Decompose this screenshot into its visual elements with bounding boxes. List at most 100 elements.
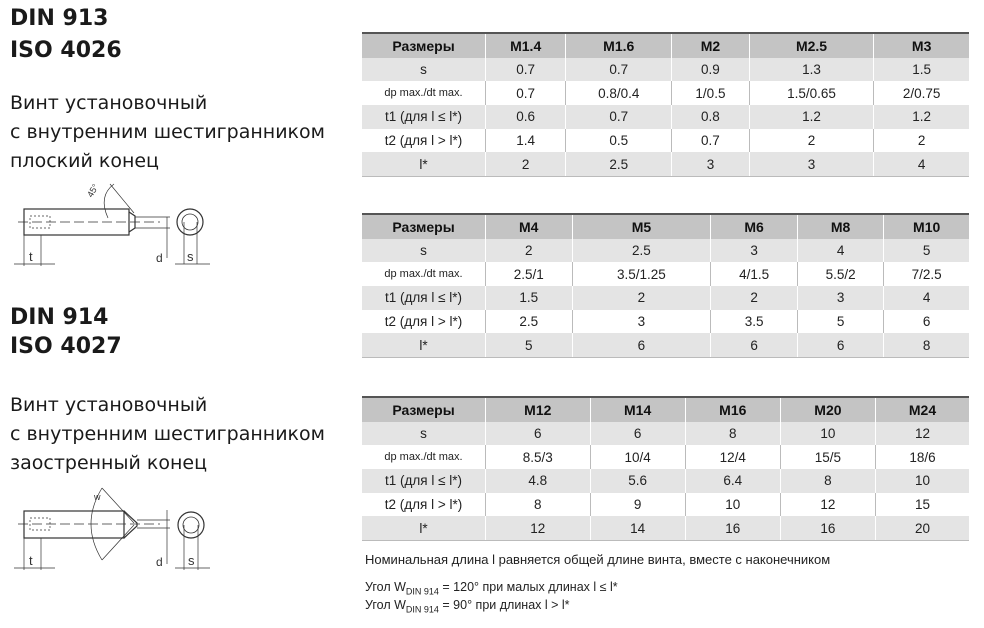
din913-description: Винт установочный с внутренним шестигран… (10, 89, 325, 176)
row-label: s (362, 238, 486, 263)
table-cell: 1.2 (748, 105, 874, 129)
desc-line: плоский конец (10, 150, 159, 172)
iso4027-title: ISO 4027 (10, 334, 122, 359)
table-cell: 8 (883, 333, 969, 359)
table-cell: 2.5 (565, 152, 672, 178)
table-cell: 3 (710, 238, 798, 263)
table-cell: 0.7 (484, 57, 566, 82)
row-label: Размеры (362, 213, 486, 239)
table-cell: 3 (671, 152, 750, 178)
table-cell: 1.5 (485, 286, 572, 310)
din913-screw-drawing: 45° t d s (14, 182, 210, 266)
table-cell: 4 (796, 238, 884, 263)
table-cell: 0.5 (565, 128, 672, 153)
table-cell: 2.5 (571, 238, 711, 263)
table-cell: 6 (710, 333, 798, 359)
table-cell: 4.8 (485, 469, 591, 493)
desc-line: Винт установочный (10, 92, 208, 114)
table-cell: 8 (779, 469, 876, 493)
table-cell: 1.5/0.65 (748, 81, 874, 106)
table-cell: 2 (484, 152, 566, 178)
desc-line: Винт установочный (10, 394, 208, 416)
table-cell: 6 (571, 333, 711, 359)
size-header: M2 (671, 32, 750, 58)
row-label: l* (362, 152, 486, 178)
table-cell: 2 (748, 128, 874, 153)
angle-label: 45° (85, 182, 101, 199)
s-label: s (188, 553, 195, 568)
table-cell: 12 (874, 421, 969, 446)
table-cell: 5 (883, 238, 969, 263)
size-header: M16 (684, 396, 781, 422)
table-cell: 2 (710, 286, 798, 310)
table-cell: 2/0.75 (873, 81, 969, 106)
table-cell: 20 (874, 516, 969, 542)
size-header: M6 (710, 213, 798, 239)
row-label: dp max./dt max. (362, 262, 486, 287)
table-cell: 8.5/3 (485, 445, 591, 470)
size-header: M1.6 (565, 32, 672, 58)
size-header: M2.5 (748, 32, 874, 58)
table-cell: 3 (571, 309, 711, 334)
t-label: t (29, 553, 33, 568)
table-cell: 6 (796, 333, 884, 359)
d-label: d (156, 251, 163, 265)
table-cell: 10 (874, 469, 969, 493)
size-header: M14 (589, 396, 686, 422)
table-cell: 1/0.5 (671, 81, 750, 106)
table-row: s 0.7 0.7 0.9 1.3 1.5 (362, 57, 969, 82)
table-cell: 0.7 (565, 105, 672, 129)
table-cell: 2 (571, 286, 711, 310)
desc-line: заостренный конец (10, 452, 208, 474)
size-header: M1.4 (484, 32, 566, 58)
table-row: t1 (для l ≤ l*) 1.5 2 2 3 4 (362, 286, 969, 310)
table-cell: 12 (779, 492, 876, 517)
table-cell: 9 (589, 492, 686, 517)
table-cell: 6 (485, 421, 591, 446)
table-cell: 18/6 (874, 445, 969, 470)
table-row: dp max./dt max. 8.5/3 10/4 12/4 15/5 18/6 (362, 445, 969, 470)
angle-note-1: Угол WDIN 914 = 120° при малых длинах l … (365, 580, 618, 597)
table-row: t1 (для l ≤ l*) 0.6 0.7 0.8 1.2 1.2 (362, 105, 969, 129)
table-cell: 6 (883, 309, 969, 334)
table-cell: 3 (748, 152, 874, 178)
table-row: t1 (для l ≤ l*) 4.8 5.6 6.4 8 10 (362, 469, 969, 493)
row-label: t2 (для l > l*) (362, 492, 486, 517)
iso4026-title: ISO 4026 (10, 38, 122, 63)
desc-line: с внутренним шестигранником (10, 121, 325, 143)
table-header-row: Размеры M12 M14 M16 M20 M24 (362, 396, 969, 422)
table-cell: 0.8/0.4 (565, 81, 672, 106)
table-row: l* 12 14 16 16 20 (362, 516, 969, 542)
dimensions-table-m12-m24: Размеры M12 M14 M16 M20 M24 s 6 6 8 10 12 dp max./dt… (362, 396, 969, 542)
row-label: t2 (для l > l*) (362, 309, 486, 334)
size-header: M12 (485, 396, 591, 422)
table-cell: 0.9 (671, 57, 750, 82)
table-cell: 15/5 (779, 445, 876, 470)
table-cell: 10/4 (589, 445, 686, 470)
size-header: M5 (571, 213, 711, 239)
table-cell: 6.4 (684, 469, 781, 493)
table-cell: 16 (779, 516, 876, 542)
din914-description: Винт установочный с внутренним шестигран… (10, 391, 325, 478)
row-label: Размеры (362, 32, 486, 58)
table-cell: 1.5 (873, 57, 969, 82)
table-cell: 8 (684, 421, 781, 446)
table-cell: 2 (873, 128, 969, 153)
size-header: M24 (874, 396, 969, 422)
din913-title: DIN 913 (10, 6, 109, 31)
d-label: d (156, 555, 163, 569)
table-cell: 7/2.5 (883, 262, 969, 287)
table-cell: 2.5/1 (485, 262, 572, 287)
table-cell: 0.7 (565, 57, 672, 82)
table-cell: 10 (684, 492, 781, 517)
table-cell: 1.3 (748, 57, 874, 82)
size-header: M20 (779, 396, 876, 422)
table-cell: 5.6 (589, 469, 686, 493)
table-cell: 5.5/2 (796, 262, 884, 287)
angle-label: w (93, 492, 101, 502)
table-cell: 1.2 (873, 105, 969, 129)
table-cell: 2 (485, 238, 572, 263)
table-cell: 4 (873, 152, 969, 178)
table-row: dp max./dt max. 2.5/1 3.5/1.25 4/1.5 5.5/2 7/… (362, 262, 969, 287)
t-label: t (29, 249, 33, 264)
